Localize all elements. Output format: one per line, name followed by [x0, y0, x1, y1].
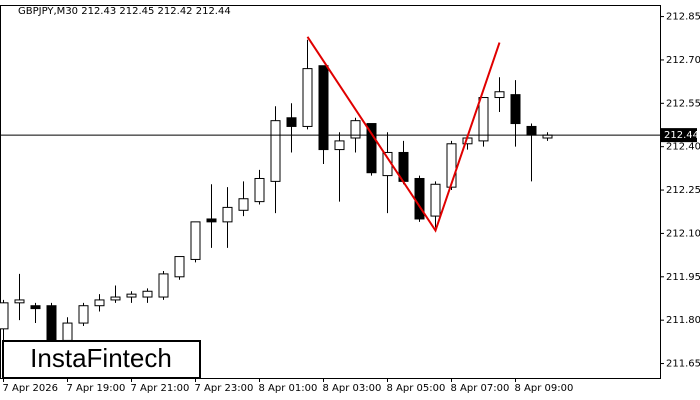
candle-body	[142, 290, 153, 298]
candle-body	[14, 299, 25, 304]
candle-body	[286, 117, 297, 127]
y-tick-label: 212.55	[666, 98, 700, 109]
candle-body	[222, 206, 233, 223]
candle-body	[62, 322, 73, 341]
y-tick-label: 212.25	[666, 185, 700, 196]
candle-body	[366, 123, 377, 174]
candle-body	[430, 183, 441, 217]
logo: InstaFintech	[30, 343, 172, 373]
candle-body	[254, 177, 265, 203]
candle-body	[334, 140, 345, 151]
x-tick-label: 8 Apr 05:00	[387, 383, 446, 394]
candle-body	[126, 293, 137, 298]
candle-body	[510, 94, 521, 125]
x-tick-label: 7 Apr 2026	[3, 383, 58, 394]
price-tag	[661, 128, 697, 143]
x-tick-label: 8 Apr 03:00	[323, 383, 382, 394]
candle-body	[270, 120, 281, 182]
plot-frame	[0, 5, 661, 379]
y-tick-label: 211.95	[666, 272, 700, 283]
candle-body	[190, 221, 201, 260]
y-tick-label: 211.65	[666, 359, 700, 370]
y-tick-label: 212.85	[666, 12, 700, 23]
candle-body	[238, 198, 249, 211]
candle-body	[446, 143, 457, 188]
x-tick-label: 7 Apr 19:00	[67, 383, 126, 394]
candle-body	[78, 305, 89, 324]
y-tick-label: 212.10	[666, 228, 700, 239]
chart-title: GBPJPY,M30 212.43 212.45 212.42 212.44	[18, 6, 231, 17]
x-tick-label: 8 Apr 09:00	[515, 383, 574, 394]
price-tag-label: 212.44	[664, 130, 699, 141]
candle-body	[526, 125, 537, 136]
candle-body	[94, 299, 105, 307]
x-tick-label: 7 Apr 23:00	[195, 383, 254, 394]
x-tick-label: 8 Apr 07:00	[451, 383, 510, 394]
y-tick-label: 212.40	[666, 142, 700, 153]
candle-body	[318, 65, 329, 151]
candle-body	[494, 91, 505, 99]
candle-body	[174, 256, 185, 278]
candle-body	[158, 273, 169, 298]
x-tick-label: 7 Apr 21:00	[131, 383, 190, 394]
x-tick-label: 8 Apr 01:00	[259, 383, 318, 394]
candle-body	[302, 68, 313, 127]
candle-body	[206, 218, 217, 223]
candle-body	[30, 305, 41, 310]
candle-body	[350, 120, 361, 139]
candle-body	[0, 302, 9, 330]
candle-body	[110, 296, 121, 301]
pattern-line	[306, 36, 501, 233]
logo-box	[2, 340, 201, 379]
y-tick-label: 211.80	[666, 315, 700, 326]
y-tick-label: 212.70	[666, 55, 700, 66]
candle-body	[46, 305, 57, 341]
candle-body	[478, 97, 489, 142]
